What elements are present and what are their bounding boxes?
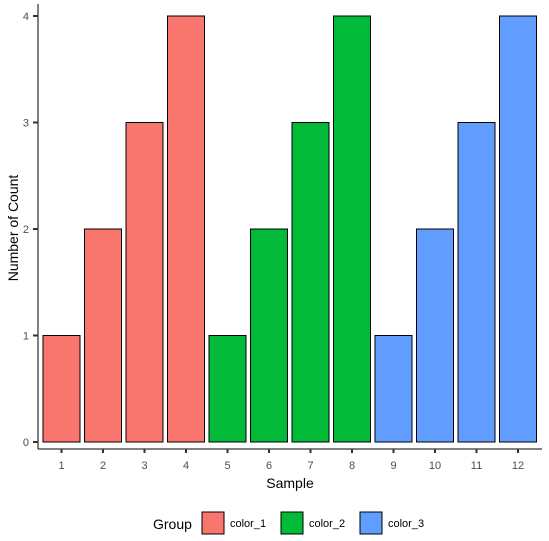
x-tick-label-4: 4 <box>183 460 189 472</box>
x-axis: 1 2 3 4 5 6 7 8 9 10 11 12 <box>38 448 542 472</box>
x-tick-label-9: 9 <box>390 460 396 472</box>
bar-11 <box>457 122 496 443</box>
bar-10 <box>416 228 454 443</box>
bars-layer <box>42 15 537 443</box>
bar-4 <box>167 15 205 443</box>
y-tick-label-3: 3 <box>23 118 29 130</box>
legend-title: Group <box>153 516 192 532</box>
y-tick-label-1: 1 <box>23 331 29 343</box>
bar-1 <box>42 335 81 443</box>
x-tick-label-8: 8 <box>349 460 355 472</box>
legend-label-color_1: color_1 <box>230 518 266 530</box>
x-tick-label-6: 6 <box>266 460 272 472</box>
legend-key-color_2 <box>280 511 304 535</box>
bar-8 <box>333 15 371 443</box>
y-axis: 0 1 2 3 4 <box>23 4 39 449</box>
y-tick-label-0: 0 <box>23 437 29 449</box>
bar-9 <box>374 335 413 443</box>
legend: Group color_1 color_2 color_3 <box>153 511 424 535</box>
x-tick-label-12: 12 <box>512 460 524 472</box>
bar-7 <box>291 122 330 443</box>
bar-5 <box>208 335 247 443</box>
legend-key-color_1 <box>201 511 225 535</box>
bar-3 <box>125 122 164 443</box>
x-tick-label-7: 7 <box>307 460 313 472</box>
bar-12 <box>499 15 537 443</box>
x-tick-label-11: 11 <box>471 460 482 472</box>
legend-label-color_3: color_3 <box>388 518 424 530</box>
x-axis-title: Sample <box>266 475 314 491</box>
x-tick-label-2: 2 <box>100 460 106 472</box>
x-tick-label-3: 3 <box>141 460 147 472</box>
x-tick-label-1: 1 <box>58 460 64 472</box>
y-axis-title: Number of Count <box>5 175 21 282</box>
bar-2 <box>84 228 122 443</box>
y-tick-label-4: 4 <box>23 11 29 23</box>
x-tick-label-10: 10 <box>429 460 441 472</box>
y-tick-label-2: 2 <box>23 224 29 236</box>
x-tick-label-5: 5 <box>224 460 230 472</box>
bar-6 <box>250 228 288 443</box>
legend-label-color_2: color_2 <box>309 518 345 530</box>
legend-key-color_3 <box>359 511 383 535</box>
